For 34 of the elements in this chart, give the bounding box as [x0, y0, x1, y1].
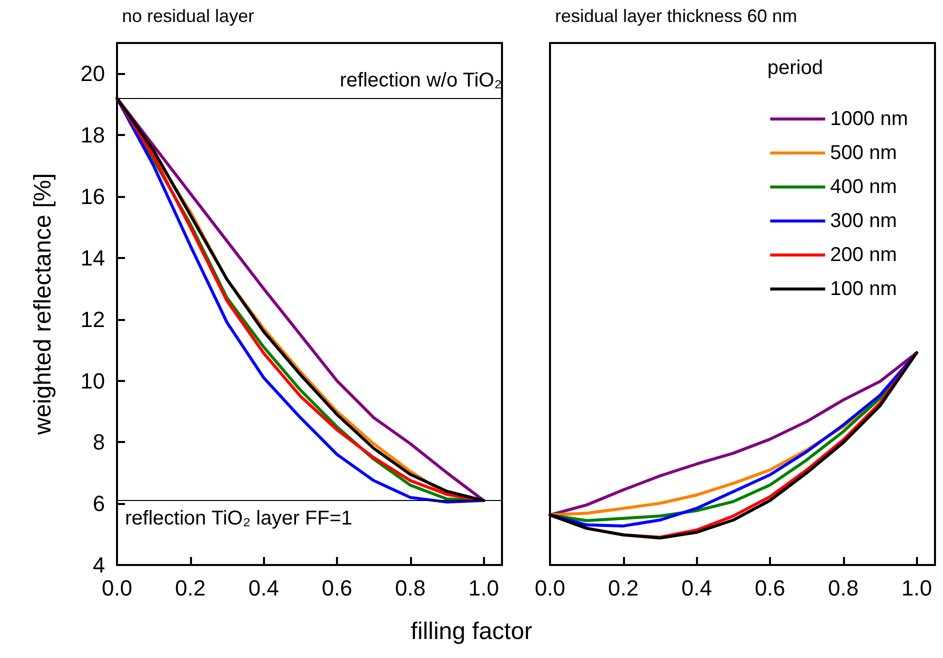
- annotation: reflection TiO₂ layer FF=1: [125, 508, 352, 530]
- legend-label: 400 nm: [830, 176, 897, 198]
- x-axis-title: filling factor: [410, 618, 534, 646]
- chart-title: residual layer thickness 60 nm: [555, 6, 798, 26]
- legend-label: 300 nm: [830, 210, 897, 232]
- y-tick-label: 18: [80, 122, 105, 148]
- ref-line-label: reflection w/o TiO₂: [340, 69, 502, 92]
- x-tick-label: 0.0: [534, 576, 566, 600]
- y-tick-label: 16: [80, 184, 105, 210]
- x-tick-label: 0.0: [102, 576, 132, 600]
- y-tick-label: 8: [92, 430, 105, 455]
- x-tick-label: 0.8: [828, 576, 859, 600]
- y-tick-label: 10: [80, 368, 105, 394]
- x-tick-label: 0.8: [395, 576, 426, 600]
- x-tick-label: 0.2: [175, 576, 206, 600]
- x-tick-label: 1.0: [468, 576, 499, 600]
- y-axis-title: weighted reflectance [%]: [30, 173, 56, 436]
- y-tick-label: 12: [80, 306, 105, 332]
- legend-title: period: [767, 57, 824, 79]
- x-tick-label: 0.6: [754, 576, 786, 600]
- y-tick-label: 6: [92, 491, 105, 516]
- y-tick-label: 4: [92, 552, 105, 578]
- x-tick-label: 1.0: [901, 576, 932, 600]
- legend-label: 200 nm: [830, 244, 897, 266]
- x-tick-label: 0.6: [322, 576, 352, 600]
- chart-title: no residual layer: [122, 6, 254, 26]
- legend-label: 1000 nm: [830, 108, 908, 130]
- legend-label: 500 nm: [830, 142, 897, 164]
- y-tick-label: 20: [80, 61, 105, 86]
- x-tick-label: 0.2: [608, 576, 639, 600]
- x-tick-label: 0.4: [681, 576, 712, 600]
- legend-label: 100 nm: [830, 278, 897, 300]
- x-tick-label: 0.4: [248, 576, 279, 600]
- y-tick-label: 14: [80, 245, 105, 270]
